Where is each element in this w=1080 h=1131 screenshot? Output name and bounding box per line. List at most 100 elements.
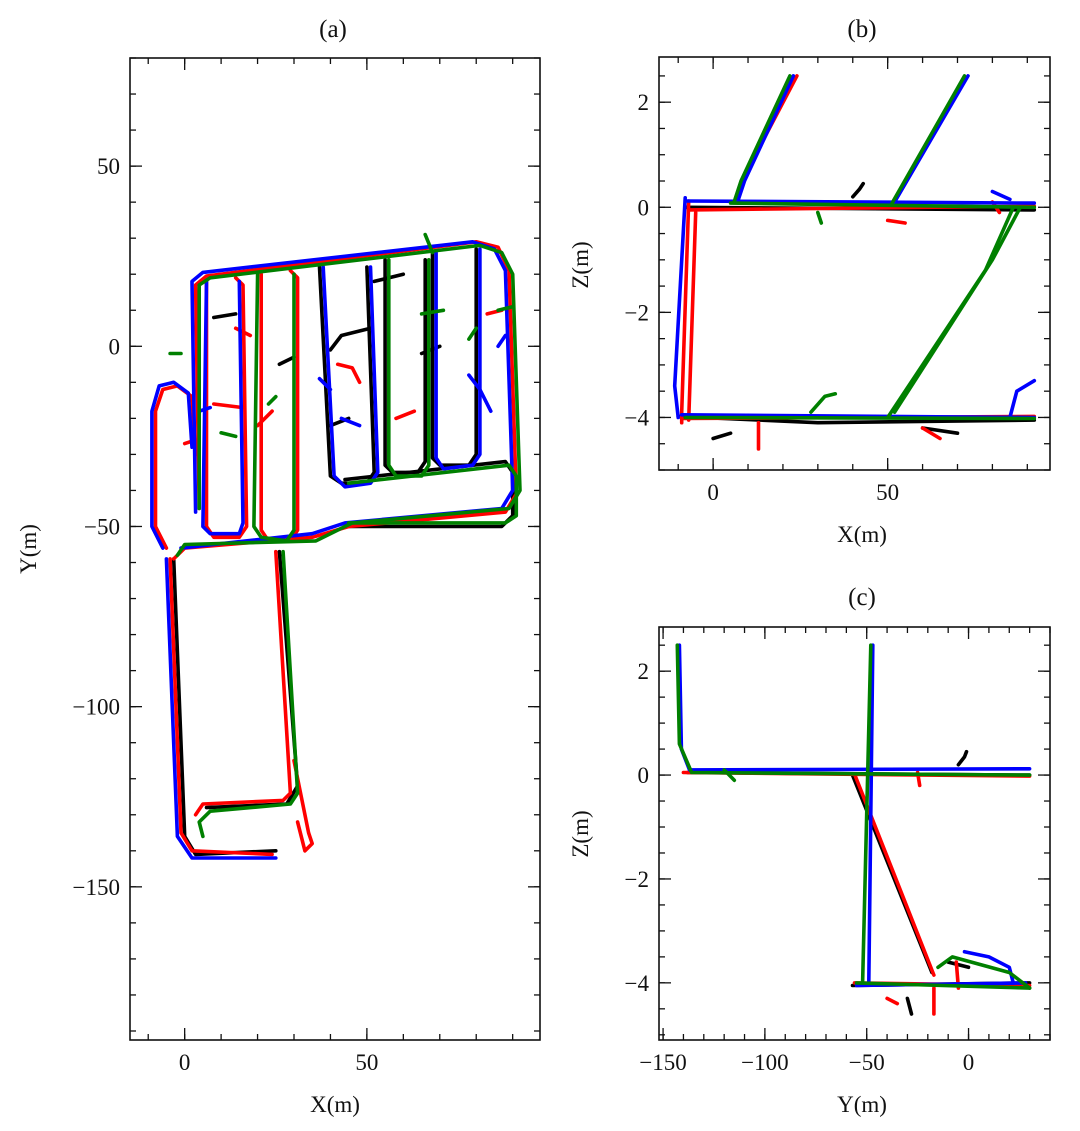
trajectory-series-0-segment-2 xyxy=(430,247,479,468)
trajectory-series-0-segment-3 xyxy=(343,459,515,529)
trajectory-series-3-segment-4 xyxy=(892,205,1023,415)
trajectory-series-3-segment-2 xyxy=(732,74,792,204)
trajectory-series-1-segment-10 xyxy=(394,409,417,421)
trajectory-series-0-segment-4 xyxy=(920,426,960,436)
trajectory-series-3-segment-5 xyxy=(885,205,1016,420)
axes-frame xyxy=(129,57,541,1041)
trajectory-series-3-segment-3 xyxy=(889,74,967,207)
trajectory-series-0-segment-11 xyxy=(212,312,238,320)
y-tick-label: −4 xyxy=(625,405,650,430)
trajectory-series-1-segment-5 xyxy=(204,275,249,540)
trajectory-series-3-segment-4 xyxy=(346,463,519,525)
x-tick-label: −150 xyxy=(639,1050,686,1075)
trajectory-layer xyxy=(675,643,1032,1016)
x-tick-label: 0 xyxy=(707,480,719,505)
y-tick-label: −50 xyxy=(84,514,120,539)
trajectory-series-1-segment-5 xyxy=(885,218,907,225)
y-tick-label: 0 xyxy=(109,334,121,359)
panel-b: (b) X(m) Z(m) 0 50 −4 −2 0 2 xyxy=(568,16,1051,547)
trajectory-series-2-segment-2 xyxy=(164,557,278,860)
trajectory-series-2-segment-5 xyxy=(1008,378,1037,420)
y-tick-label: −4 xyxy=(625,971,650,996)
x-tick-label: 0 xyxy=(963,1050,975,1075)
y-tick-label: −2 xyxy=(625,867,649,892)
trajectory-series-1-segment-12 xyxy=(233,326,253,338)
y-tick-label: 2 xyxy=(638,90,650,115)
trajectory-series-3-segment-3 xyxy=(386,257,431,478)
trajectory-series-2-segment-0 xyxy=(179,240,515,550)
trajectory-series-3-segment-7 xyxy=(815,210,824,225)
trajectory-series-3-segment-5 xyxy=(423,232,435,255)
y-tick-label: −150 xyxy=(73,875,120,900)
trajectory-series-3-segment-2 xyxy=(854,981,1032,990)
trajectory-series-1-segment-6 xyxy=(259,268,300,543)
trajectory-series-0-segment-3 xyxy=(956,749,969,767)
trajectory-series-2-segment-6 xyxy=(990,189,1012,202)
trajectory-series-3-segment-4 xyxy=(722,768,737,783)
trajectory-series-3-segment-0 xyxy=(728,201,1037,210)
trajectory-series-1-segment-4 xyxy=(292,758,315,853)
y-tick-label: 0 xyxy=(638,763,650,788)
trajectory-series-2-segment-1 xyxy=(683,199,1037,205)
x-tick-label: 50 xyxy=(355,1050,378,1075)
trajectory-series-3-segment-9 xyxy=(419,308,446,316)
trajectory-series-3-segment-8 xyxy=(266,394,278,406)
trajectory-series-2-segment-5 xyxy=(434,247,482,471)
trajectory-series-2-segment-9 xyxy=(197,405,212,414)
trajectory-series-0-segment-5 xyxy=(946,960,971,970)
panel-c-ylabel: Z(m) xyxy=(568,810,593,857)
trajectory-series-1-segment-8 xyxy=(920,426,942,441)
trajectory-series-0-segment-3 xyxy=(711,431,733,441)
y-tick-label: 2 xyxy=(638,659,650,684)
x-tick-label: 0 xyxy=(179,1050,191,1075)
trajectory-series-1-segment-9 xyxy=(255,409,274,428)
panel-c-title: (c) xyxy=(848,584,876,611)
trajectory-series-2-segment-0 xyxy=(672,196,688,420)
axes-frame xyxy=(658,56,1051,471)
trajectory-series-3-segment-3 xyxy=(936,955,1032,990)
y-tick-label: 0 xyxy=(638,195,650,220)
trajectory-layer xyxy=(672,74,1037,451)
trajectory-series-3-segment-1 xyxy=(197,549,300,839)
trajectory-series-0-segment-4 xyxy=(905,996,914,1016)
x-tick-label: −50 xyxy=(849,1050,885,1075)
trajectory-series-3-segment-1 xyxy=(860,643,873,985)
y-tick-label: 50 xyxy=(97,154,120,179)
y-tick-label: −100 xyxy=(73,695,120,720)
trajectory-series-3-segment-2 xyxy=(252,272,296,543)
trajectory-series-2-segment-4 xyxy=(321,265,380,489)
trajectory-series-1-segment-7 xyxy=(335,362,362,385)
trajectory-series-1-segment-1 xyxy=(686,210,698,422)
trajectory-series-1-segment-2 xyxy=(168,557,274,857)
trajectory-series-3-segment-1 xyxy=(683,415,1037,421)
x-tick-label: −100 xyxy=(741,1050,788,1075)
trajectory-series-1-segment-3 xyxy=(193,549,293,817)
panel-a: (a) X(m) Y(m) 0 50 −150 −100 −50 0 50 xyxy=(16,16,541,1117)
trajectory-series-2-segment-10 xyxy=(339,416,362,428)
trajectory-series-3-segment-10 xyxy=(496,304,515,313)
trajectory-series-2-segment-1 xyxy=(150,380,194,550)
trajectory-series-2-segment-1 xyxy=(866,643,875,985)
panel-b-xlabel: X(m) xyxy=(837,522,887,547)
trajectory-series-2-segment-3 xyxy=(201,279,245,536)
axes-frame xyxy=(658,626,1051,1041)
panel-c-xlabel: Y(m) xyxy=(837,1092,887,1117)
trajectory-series-2-segment-4 xyxy=(892,74,970,204)
trajectory-series-0-segment-9 xyxy=(277,355,296,367)
trajectory-series-2-segment-0 xyxy=(677,643,1032,772)
trajectory-series-2-segment-7 xyxy=(317,376,333,392)
trajectory-layer xyxy=(150,232,522,860)
panel-b-title: (b) xyxy=(847,16,876,43)
trajectory-series-3-segment-11 xyxy=(219,430,238,439)
panel-a-xlabel: X(m) xyxy=(310,1092,360,1117)
panel-c: (c) Y(m) Z(m) −150 −100 −50 0 −4 −2 0 2 xyxy=(568,584,1051,1117)
trajectory-series-2-segment-3 xyxy=(735,74,796,204)
panel-b-ylabel: Z(m) xyxy=(568,241,593,288)
trajectory-series-1-segment-4 xyxy=(885,996,900,1006)
trajectory-series-3-segment-6 xyxy=(467,326,479,341)
panel-a-ylabel: Y(m) xyxy=(16,524,41,574)
trajectory-series-2-segment-8 xyxy=(496,333,508,349)
trajectory-series-0-segment-2 xyxy=(850,181,866,199)
trajectory-series-0-segment-6 xyxy=(328,326,373,352)
